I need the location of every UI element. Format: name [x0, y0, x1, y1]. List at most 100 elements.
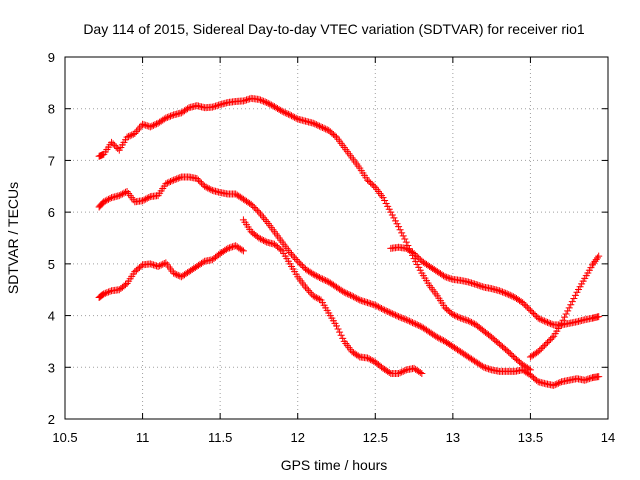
data-point [388, 310, 396, 318]
data-point [398, 368, 406, 376]
data-point [160, 260, 168, 268]
data-point [385, 368, 393, 376]
data-point [398, 229, 406, 237]
data-point [410, 319, 418, 327]
data-point [396, 226, 404, 234]
data-point [412, 251, 420, 259]
data-point [385, 205, 393, 213]
data-point [306, 288, 314, 296]
data-point [547, 320, 555, 328]
x-axis-label: GPS time / hours [281, 457, 388, 473]
data-point [539, 316, 547, 324]
data-point [402, 238, 410, 246]
data-point [568, 298, 576, 306]
data-point [466, 318, 474, 326]
data-point [289, 113, 297, 121]
data-point [134, 126, 142, 134]
data-point [387, 208, 395, 216]
data-point [381, 197, 389, 205]
data-point [463, 316, 471, 324]
data-point [523, 303, 531, 311]
data-point [373, 302, 381, 310]
data-point [342, 289, 350, 297]
data-point [166, 112, 174, 120]
data-point [297, 260, 305, 268]
data-point [171, 175, 179, 183]
y-tick-label: 7 [48, 153, 55, 168]
data-point [210, 103, 218, 111]
y-tick-label: 8 [48, 102, 55, 117]
data-point [396, 369, 404, 377]
data-point [561, 313, 569, 321]
data-point [540, 317, 548, 325]
data-point [433, 333, 441, 341]
data-point [530, 310, 538, 318]
data-point [176, 174, 184, 182]
data-point [367, 356, 375, 364]
data-point [565, 304, 573, 312]
data-point [531, 311, 539, 319]
data-point [320, 124, 328, 132]
data-point [595, 313, 603, 321]
data-point [522, 302, 530, 310]
y-tick-label: 3 [48, 360, 55, 375]
data-point [165, 113, 173, 121]
data-point [477, 282, 485, 290]
data-point [592, 256, 600, 264]
y-tick-labels: 2 3 4 5 6 7 8 9 [48, 50, 55, 427]
data-point [277, 106, 285, 114]
data-point [331, 132, 339, 140]
data-point [339, 334, 347, 342]
data-point [556, 378, 564, 386]
data-point [371, 301, 379, 309]
data-point [469, 280, 477, 288]
data-point [409, 319, 417, 327]
data-point [478, 362, 486, 370]
data-point [443, 273, 451, 281]
data-point [416, 322, 424, 330]
data-point [163, 179, 171, 187]
data-point [368, 300, 376, 308]
data-point [295, 259, 303, 267]
data-point [337, 331, 345, 339]
data-point [336, 328, 344, 336]
data-point [581, 376, 589, 384]
series-track-c [95, 242, 247, 301]
data-point [247, 200, 255, 208]
data-series [95, 94, 603, 389]
data-point [495, 287, 503, 295]
data-point [503, 347, 511, 355]
data-point [312, 294, 320, 302]
data-point [194, 176, 202, 184]
data-point [365, 355, 373, 363]
data-point [385, 308, 393, 316]
data-point [114, 145, 122, 153]
data-point [450, 311, 458, 319]
data-point [168, 177, 176, 185]
data-point [140, 121, 148, 129]
data-point [162, 114, 170, 122]
data-point [294, 257, 302, 265]
data-point [436, 335, 444, 343]
data-point [405, 317, 413, 325]
data-point [193, 175, 201, 183]
data-point [109, 140, 117, 148]
data-point [227, 243, 235, 251]
data-point [413, 321, 421, 329]
data-point [260, 97, 268, 105]
data-point [289, 252, 297, 260]
data-point [395, 369, 403, 377]
data-point [174, 174, 182, 182]
data-point [317, 274, 325, 282]
data-point [264, 99, 272, 107]
data-point [145, 193, 153, 201]
data-point [554, 379, 562, 387]
data-point [537, 316, 545, 324]
data-point [461, 316, 469, 324]
data-point [311, 271, 319, 279]
data-point [269, 102, 277, 110]
data-point [125, 132, 133, 140]
data-point [559, 316, 567, 324]
data-point [469, 319, 477, 327]
